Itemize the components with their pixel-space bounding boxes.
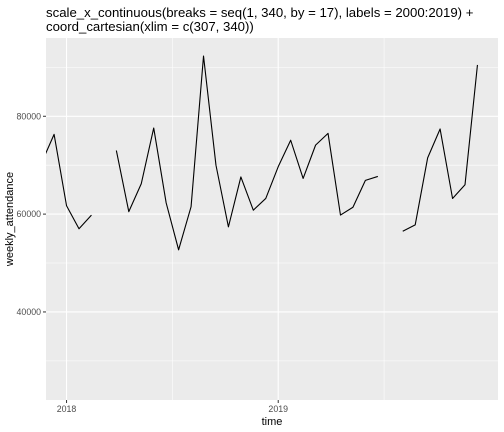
minor-grid (46, 38, 498, 400)
x-tick-label-1: 2019 (268, 404, 288, 414)
series-line-0 (46, 55, 478, 251)
x-axis: 2018 2019 (57, 400, 288, 414)
chart-title-line-2: coord_cartesian(xlim = c(307, 340)) (46, 19, 254, 34)
series-layer (46, 55, 478, 251)
x-axis-title: time (262, 416, 283, 428)
y-tick-label-1: 60000 (17, 209, 42, 219)
y-tick-label-0: 40000 (17, 307, 42, 317)
y-tick-label-2: 80000 (17, 111, 42, 121)
chart-title-line-1: scale_x_continuous(breaks = seq(1, 340, … (46, 5, 474, 20)
y-axis: 40000 60000 80000 (17, 111, 46, 317)
plot-panel (46, 38, 498, 400)
y-axis-title: weekly_attendance (4, 172, 16, 267)
x-tick-label-0: 2018 (57, 404, 77, 414)
major-grid (46, 38, 498, 400)
